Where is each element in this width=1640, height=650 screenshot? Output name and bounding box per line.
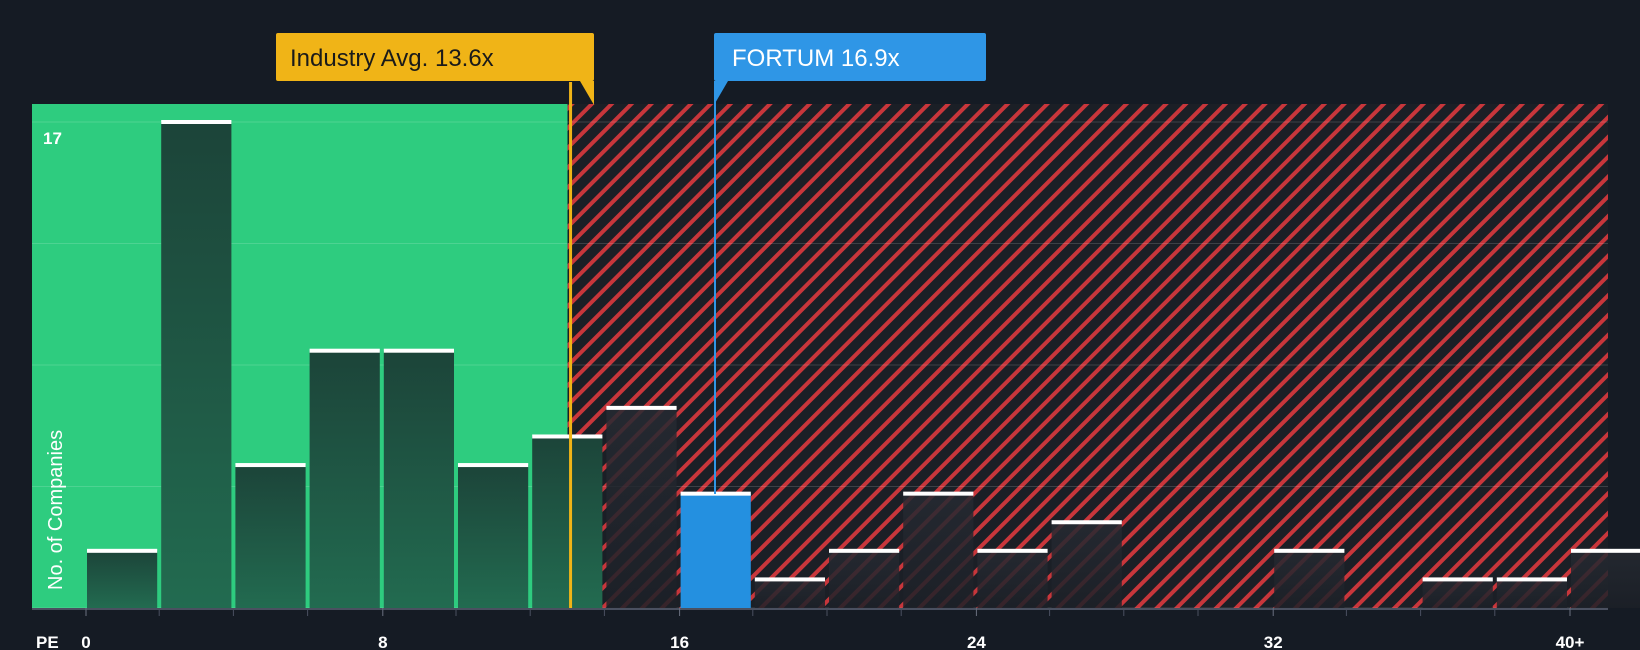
bar-top-cap: [829, 548, 900, 553]
histogram-bar: [1496, 579, 1567, 608]
bar-top-cap: [977, 548, 1048, 553]
company-box: [714, 33, 986, 81]
histogram-bar: [1051, 522, 1122, 608]
bar-top-cap: [309, 348, 380, 353]
bar-top-cap: [1422, 577, 1493, 582]
bar-top-cap: [458, 463, 529, 468]
bar-top-cap: [903, 491, 974, 496]
bar-top-cap: [161, 120, 232, 124]
histogram-bar: [309, 350, 380, 608]
company-label: FORTUM 16.9x: [732, 45, 900, 72]
x-axis-title: PE: [36, 633, 59, 650]
x-tick-label: 24: [967, 633, 986, 650]
histogram-bar: [1422, 579, 1493, 608]
company-pointer: [714, 81, 728, 105]
x-tick-label: 16: [670, 633, 689, 650]
bar-top-cap: [1571, 548, 1640, 553]
bar-top-cap: [383, 348, 454, 353]
histogram-bar: [87, 550, 158, 608]
histogram-bar: [903, 493, 974, 608]
x-ticks: 0 8 16 24 32 40+: [81, 608, 1584, 650]
histogram-bar: [606, 407, 677, 608]
bar-top-cap: [1051, 520, 1122, 525]
x-tick-label: 40+: [1556, 633, 1585, 650]
bar-top-cap: [87, 548, 158, 553]
bar-top-cap: [235, 463, 306, 468]
histogram-bar: [1571, 550, 1640, 608]
industry-avg-box: [276, 33, 594, 81]
y-axis-title: No. of Companies: [45, 430, 67, 590]
bar-top-cap: [1274, 548, 1345, 553]
bar-top-cap: [532, 434, 603, 439]
bar-top-cap: [1496, 577, 1567, 582]
histogram-bar: [977, 550, 1048, 608]
histogram-bar: [829, 550, 900, 608]
y-max-label: 17: [43, 129, 62, 148]
histogram-bar: [161, 122, 232, 608]
histogram-bar: [1274, 550, 1345, 608]
company-bar: [680, 493, 751, 608]
histogram-bar: [235, 465, 306, 608]
histogram-bar: [754, 579, 825, 608]
histogram-bar: [532, 436, 603, 608]
industry-avg-pointer: [580, 81, 594, 105]
bar-top-cap: [606, 405, 677, 410]
industry-avg-label: Industry Avg. 13.6x: [290, 45, 494, 72]
x-tick-label: 32: [1264, 633, 1283, 650]
bars: [87, 120, 1640, 608]
company-marker: FORTUM 16.9x: [714, 33, 986, 494]
x-tick-label: 8: [378, 633, 387, 650]
industry-avg-marker: Industry Avg. 13.6x: [276, 33, 594, 608]
histogram-bar: [383, 350, 454, 608]
bar-top-cap: [754, 577, 825, 582]
x-tick-label: 0: [81, 633, 90, 650]
histogram-bar: [458, 465, 529, 608]
